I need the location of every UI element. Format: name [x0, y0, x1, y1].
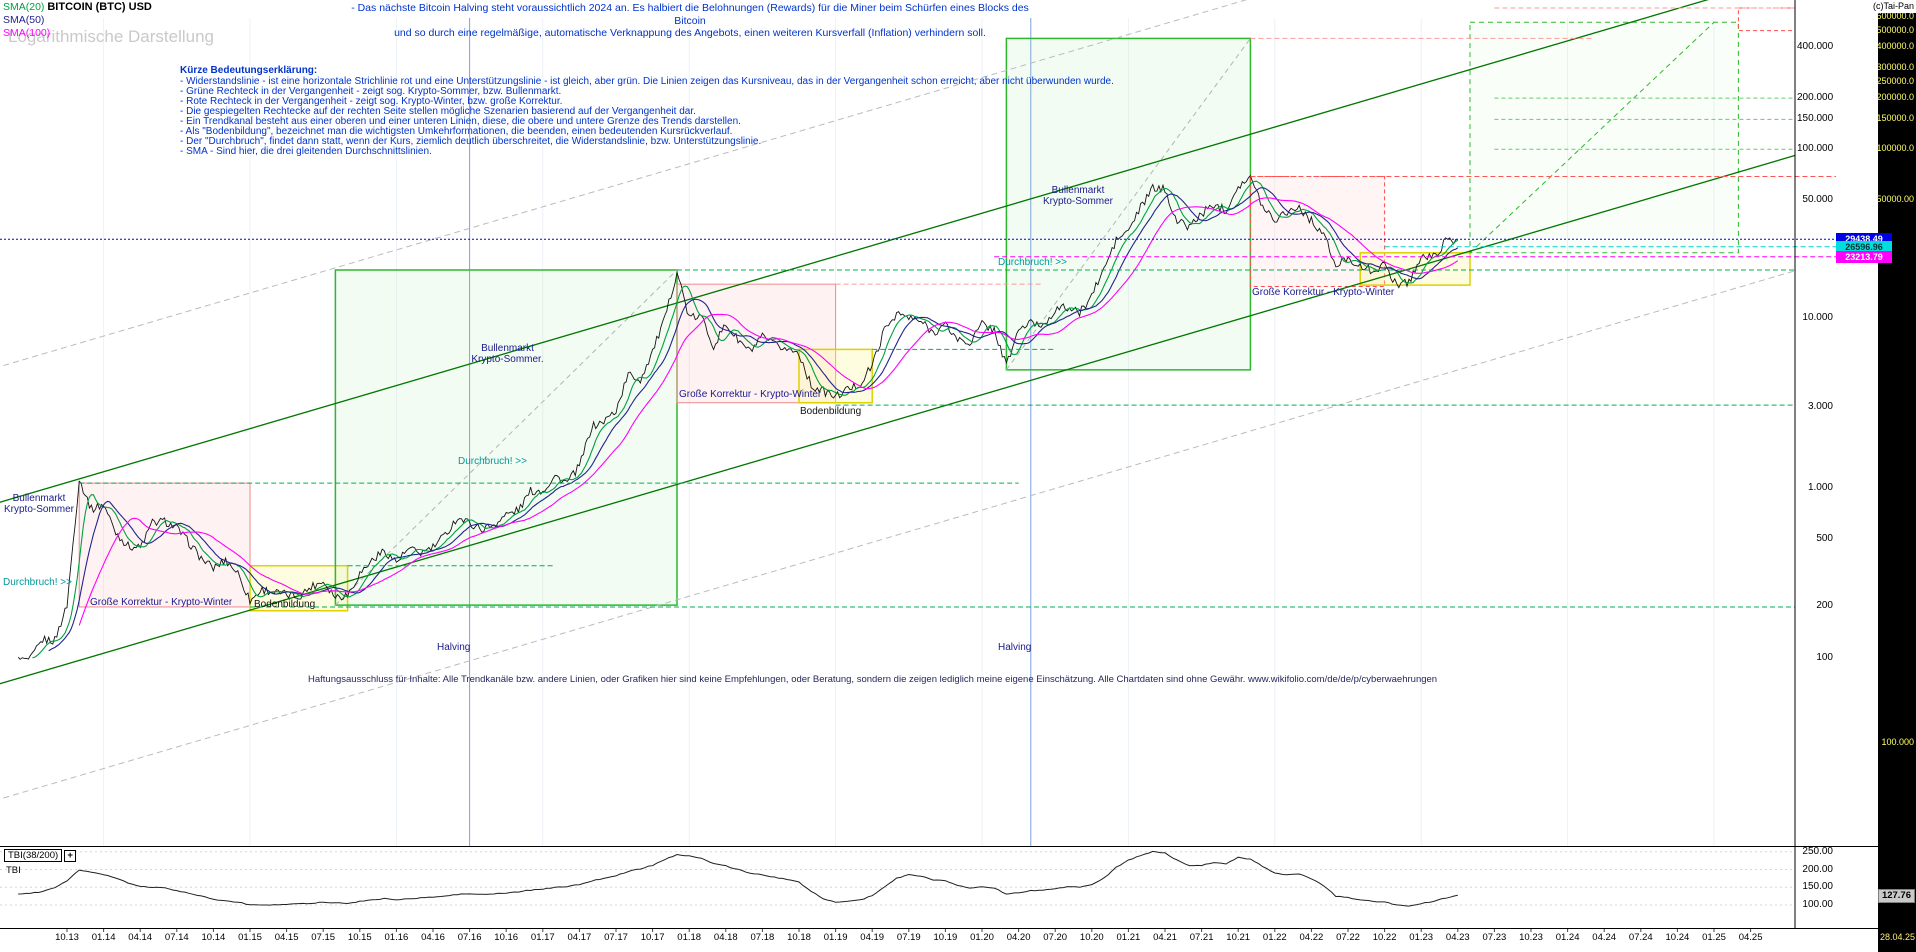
tbi-indicator-label: TBI(38/200) — [4, 849, 63, 862]
chart-legend: SMA(20) BITCOIN (BTC) USD SMA(50) SMA(10… — [3, 1, 152, 40]
tbi-value-box: 127.76 — [1877, 889, 1915, 904]
explanation-line: - SMA - Sind hier, die drei gleitenden D… — [180, 146, 432, 157]
mirror-channel-line — [0, 270, 1795, 800]
tbi-sublabel: TBI — [6, 865, 21, 876]
mirror-channel-line — [0, 0, 1248, 368]
strip-price-label: 500000.0 — [1876, 24, 1914, 35]
explanation-line: - Als "Bodenbildung", bezeichnet man die… — [180, 126, 733, 137]
plot-area — [0, 0, 1795, 846]
scenario-diagonal — [335, 269, 678, 606]
zone-correction — [78, 482, 251, 608]
explanation-title: Kürze Bedeutungserklärung: — [180, 65, 318, 76]
btc-price-line — [17, 174, 1458, 660]
copyright-text: (c)Tai-Pan — [1872, 1, 1914, 11]
strip-price-label: 300000.0 — [1876, 62, 1914, 73]
sma20-legend: SMA(20) — [3, 1, 45, 13]
zone-bull-scenario — [1469, 21, 1739, 254]
scenario-diagonal — [1469, 21, 1715, 254]
expand-indicator-button[interactable]: + — [64, 849, 77, 862]
explanation-line: - Ein Trendkanal besteht aus einer obere… — [180, 116, 741, 127]
strip-price-label: 250000.0 — [1876, 75, 1914, 86]
price-axis-strip: 600000.0 500000.0 400000.0 300000.0 250000.0… — [1876, 0, 1916, 952]
tbi-line — [18, 850, 1458, 907]
strip-price-label: 600000.0 — [1876, 11, 1914, 22]
halving-note-line2: und so durch eine regelmäßige, automatis… — [394, 27, 986, 39]
sma100-line — [78, 197, 1459, 626]
halving-note-line1: - Das nächste Bitcoin Halving steht vora… — [351, 2, 1029, 27]
strip-price-label: 400000.0 — [1876, 41, 1914, 52]
channel-upper-line — [0, 0, 1709, 503]
sma100-legend: SMA(100) — [3, 27, 51, 39]
explanation-line: - Rote Rechteck in der Vergangenheit - z… — [180, 96, 563, 107]
scenario-diagonal — [1005, 38, 1251, 371]
copyright-corner: (c)Tai-Pan — [1826, 0, 1916, 13]
explanation-line: - Widerstandslinie - ist eine horizontal… — [180, 76, 1114, 87]
explanation-line: - Der "Durchbruch", findet dann statt, w… — [180, 136, 762, 147]
strip-price-label: 150000.0 — [1876, 113, 1914, 124]
tbi-indicator-header: TBI(38/200) + — [4, 849, 77, 862]
log-scale-watermark: Logarithmische Darstellung — [8, 27, 214, 46]
explanation-line: - Grüne Rechteck in der Vergangenheit - … — [180, 86, 562, 97]
explanation-line: - Die gespiegelten Rechtecke auf der rec… — [180, 106, 696, 117]
disclaimer-text: Haftungsausschluss für Inhalte: Alle Tre… — [308, 674, 1438, 685]
symbol-title: BITCOIN (BTC) USD — [47, 1, 152, 13]
strip-price-label: 200000.0 — [1876, 92, 1914, 103]
zone-correction-scenario — [1737, 7, 1795, 32]
legend-explanation-block: Kürze Bedeutungserklärung: - Widerstands… — [180, 66, 1114, 157]
halving-header-note: - Das nächste Bitcoin Halving steht vora… — [340, 2, 1040, 40]
strip-extra-label: 100.000 — [1881, 737, 1914, 747]
zone-bottom — [798, 348, 873, 404]
axis-end-date: 28.04.25 — [1879, 932, 1915, 942]
strip-price-label: 50000.00 — [1876, 194, 1914, 205]
strip-price-label: 100000.0 — [1876, 143, 1914, 154]
sma50-legend: SMA(50) — [3, 14, 45, 26]
